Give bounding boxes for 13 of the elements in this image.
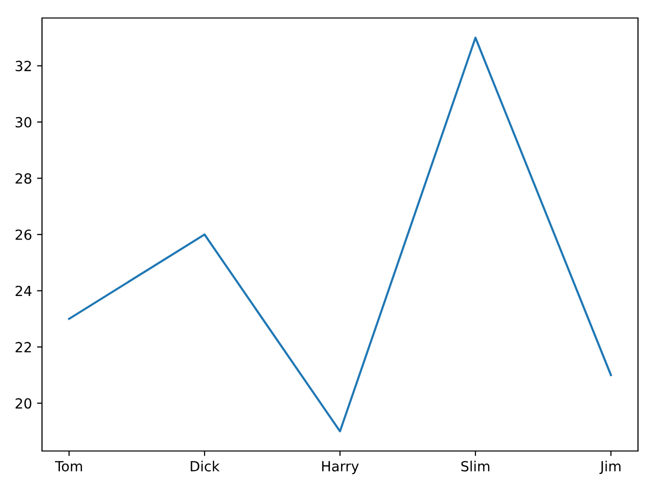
x-tick-label: Jim (599, 460, 620, 474)
line-series (68, 36, 612, 432)
y-tick-label: 24 (16, 286, 32, 296)
x-tick-label: Dick (190, 460, 220, 472)
x-tick-label: Slim (461, 460, 490, 472)
y-tick-label: 20 (16, 398, 32, 409)
y-tick-label: 26 (16, 229, 32, 240)
y-tick-label: 30 (16, 117, 32, 128)
x-tick-label: Tom (54, 461, 82, 472)
y-tick-label: 28 (16, 173, 32, 184)
y-tick-label: 32 (16, 60, 31, 72)
y-tick-label: 22 (16, 342, 31, 352)
x-tick-label: Harry (322, 461, 359, 474)
